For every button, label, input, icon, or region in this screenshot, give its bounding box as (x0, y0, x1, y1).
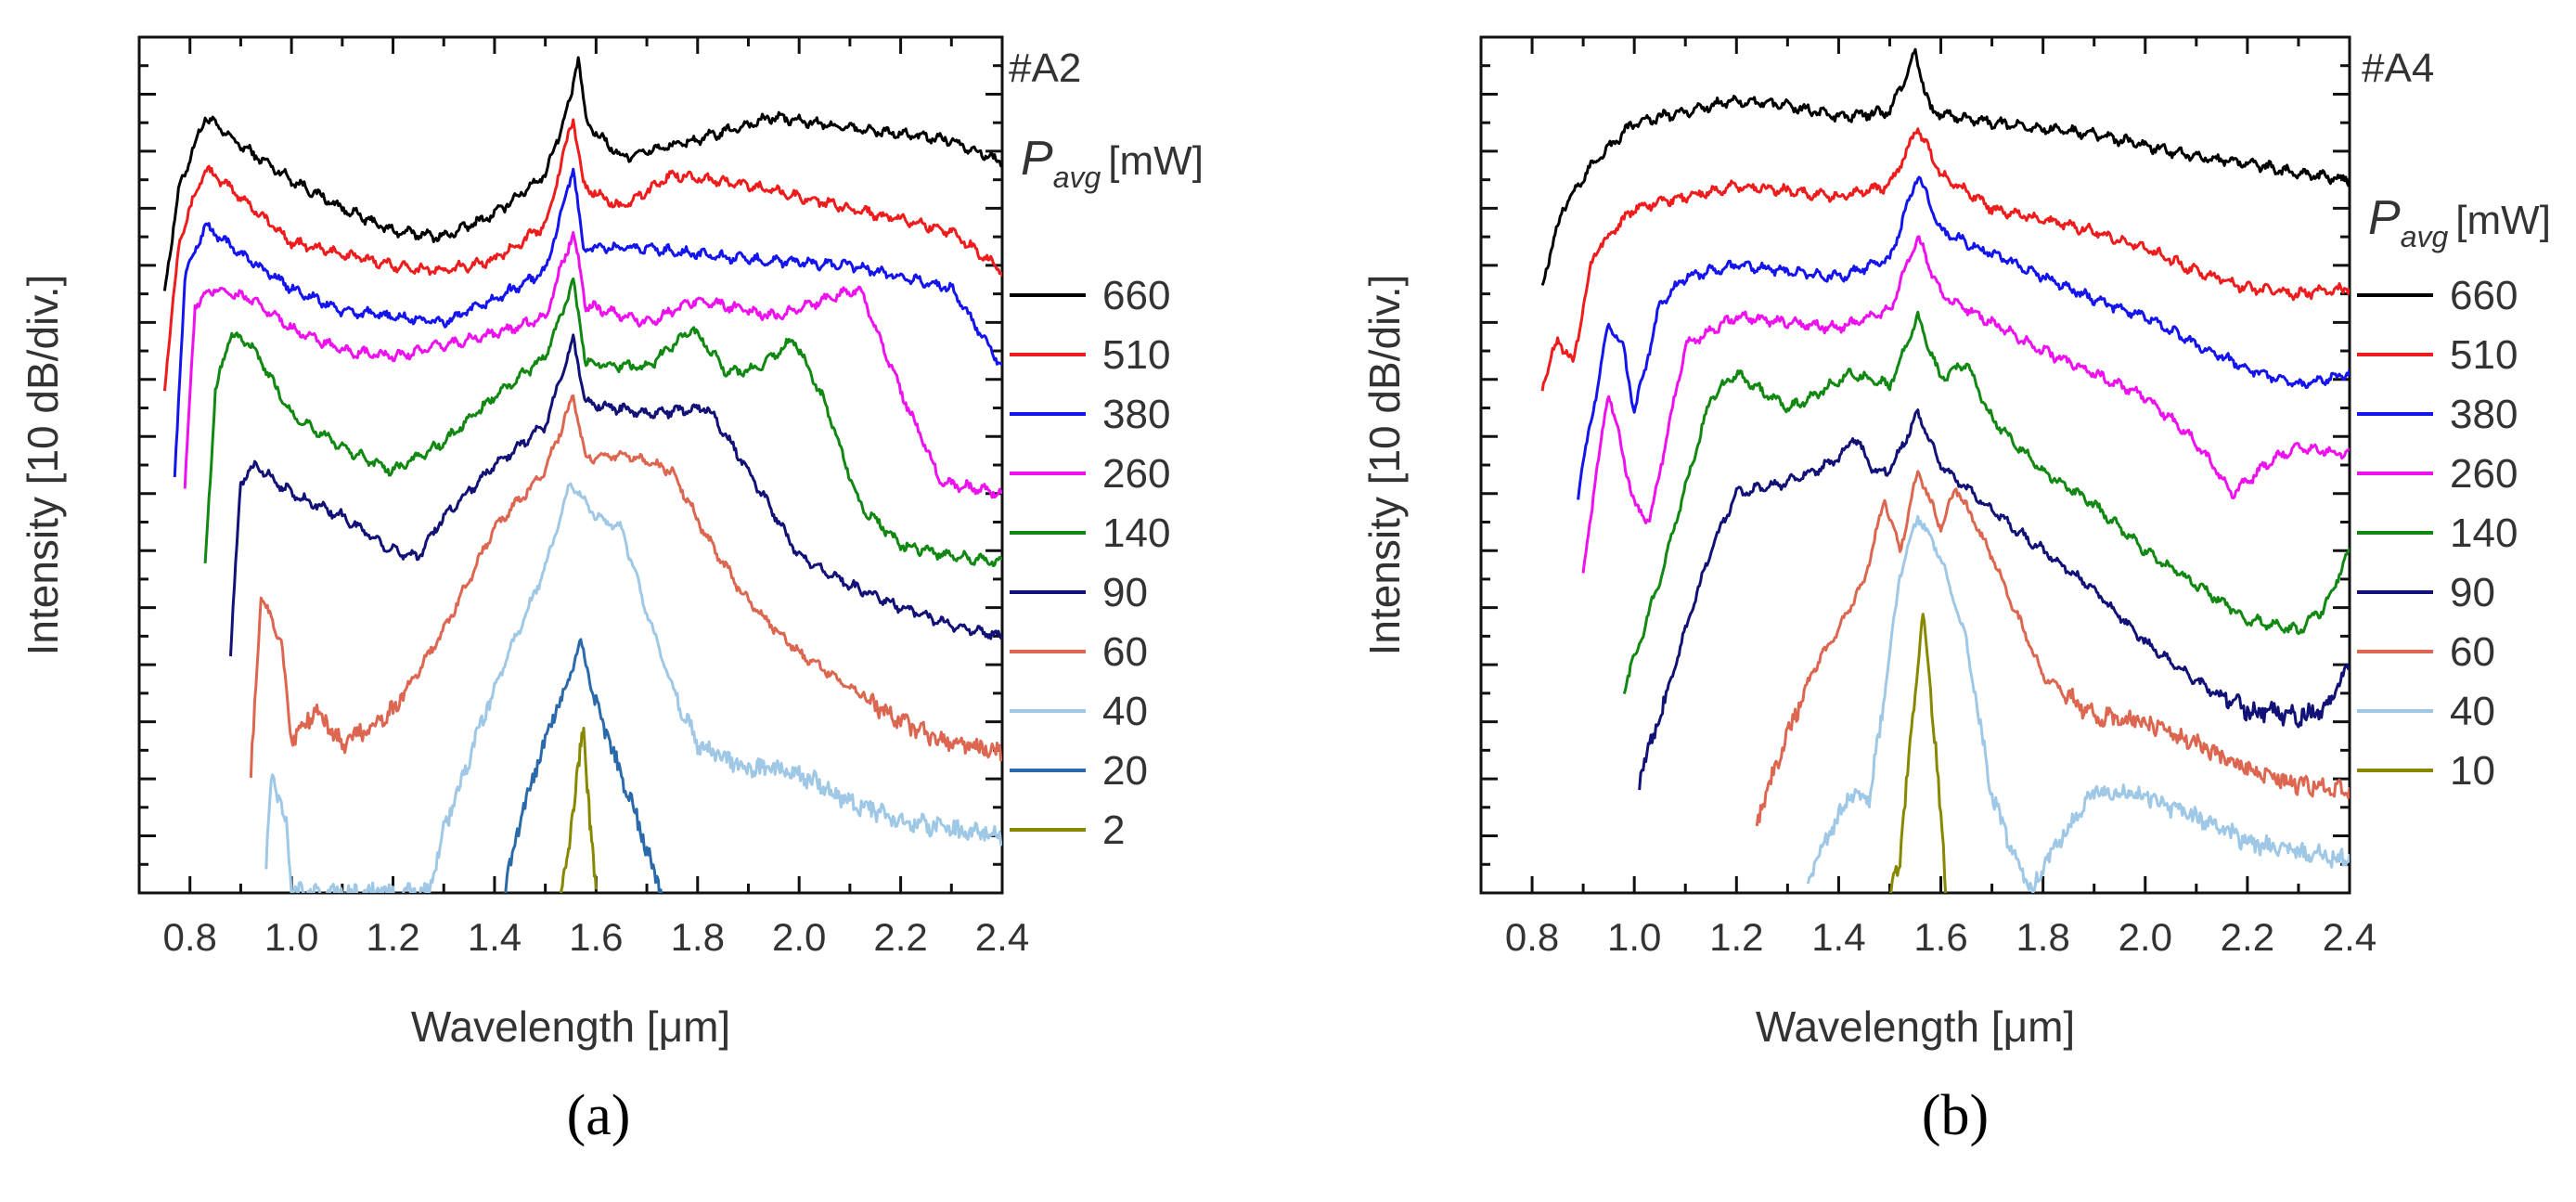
spectrum-line-20mw (504, 638, 663, 893)
spectrum-line-140mw (1622, 310, 2350, 695)
x-tick-label: 1.6 (1913, 915, 1967, 959)
x-tick-label: 2.0 (772, 915, 826, 959)
legend-item-20mw: 20 (1010, 748, 1148, 794)
legend-label: 60 (2450, 629, 2495, 675)
spectrum-line-380mw (1577, 175, 2350, 500)
legend-item-10mw: 10 (2357, 748, 2495, 794)
legend-item-660mw: 660 (2357, 273, 2518, 318)
legend-item-90mw: 90 (1010, 570, 1148, 615)
x-tick-label: 1.4 (1811, 915, 1865, 959)
legend-item-260mw: 260 (1010, 451, 1170, 497)
spectrum-line-40mw (264, 482, 1002, 893)
panel-caption: (b) (1922, 1084, 1989, 1147)
x-tick-label: 2.2 (873, 915, 927, 959)
legend-title-subscript: avg (1053, 161, 1101, 194)
legend-label: 380 (1102, 392, 1170, 437)
legend-label: 20 (1102, 748, 1148, 794)
x-tick-label: 2.4 (2323, 915, 2376, 959)
panel-a: 0.8 1.0 1.2 1.4 1.6 1.8 2.0 2.2 2.4 #A2 Pavg [mW] 66… (19, 35, 1204, 1147)
spectrum-line-380mw (173, 167, 1002, 478)
legend-item-40mw: 40 (1010, 689, 1148, 734)
x-tick-label: 2.0 (2119, 915, 2172, 959)
x-tick-label: 2.4 (975, 915, 1029, 959)
legend-item-510mw: 510 (1010, 332, 1170, 378)
legend-label: 2 (1102, 808, 1125, 853)
legend-label: 140 (1102, 511, 1170, 556)
x-tick-label: 1.8 (2016, 915, 2069, 959)
x-tick-label: 1.2 (1709, 915, 1763, 959)
y-axis-label: Intensity [10 dB/div.] (19, 275, 67, 656)
spectrum-line-10mw (1889, 613, 1948, 893)
x-tick-label: 0.8 (1505, 915, 1559, 959)
spectrum-line-40mw (1806, 514, 2350, 893)
legend-label: 510 (1102, 332, 1170, 378)
legend-title-symbol: P (2368, 191, 2401, 245)
plot-frame (1479, 35, 2351, 895)
legend-item-510mw: 510 (2357, 332, 2518, 378)
plot-frame (137, 35, 1004, 895)
spectrum-line-60mw (249, 394, 1002, 778)
legend-label: 90 (1102, 570, 1148, 615)
legend-label: 40 (1102, 689, 1148, 734)
legend-label: 510 (2450, 332, 2518, 378)
legend-item-90mw: 90 (2357, 570, 2495, 615)
spectrum-line-60mw (1755, 470, 2350, 827)
legend-item-660mw: 660 (1010, 273, 1170, 318)
panel-caption: (a) (567, 1084, 631, 1147)
legend-title-symbol: P (1021, 132, 1053, 186)
spectra-group (1540, 47, 2350, 893)
spectrum-line-260mw (183, 231, 1002, 499)
spectrum-line-510mw (1540, 127, 2350, 392)
x-tick-label: 1.0 (264, 915, 318, 959)
legend-label: 660 (2450, 273, 2518, 318)
legend-item-380mw: 380 (2357, 392, 2518, 437)
x-tick-label: 2.2 (2221, 915, 2274, 959)
spectrum-line-260mw (1581, 235, 2350, 574)
legend-title-unit: [mW] (1108, 138, 1204, 184)
x-tick-label: 1.4 (468, 915, 522, 959)
legend-label: 380 (2450, 392, 2518, 437)
x-tick-label: 1.8 (671, 915, 725, 959)
legend-item-380mw: 380 (1010, 392, 1170, 437)
legend-title-unit: [mW] (2455, 198, 2551, 243)
spectrum-line-90mw (229, 333, 1002, 657)
legend-item-40mw: 40 (2357, 689, 2495, 734)
legend-item-60mw: 60 (1010, 629, 1148, 675)
legend-label: 90 (2450, 570, 2495, 615)
spectrum-line-140mw (203, 277, 1002, 568)
legend-label: 10 (2450, 748, 2495, 794)
legend-label: 140 (2450, 511, 2518, 556)
legend-label: 40 (2450, 689, 2495, 734)
sample-id: #A4 (2362, 45, 2434, 91)
spectrum-line-2mw (560, 727, 598, 893)
x-axis-label: Wavelength [μm] (411, 1002, 730, 1051)
x-tick-label: 1.2 (366, 915, 419, 959)
spectrum-line-90mw (1638, 408, 2350, 791)
x-tick-label: 0.8 (163, 915, 217, 959)
spectrum-line-660mw (1540, 47, 2350, 286)
legend-label: 260 (2450, 451, 2518, 497)
y-axis-label: Intensity [10 dB/div.] (1360, 275, 1409, 656)
legend-title: Pavg [mW] (2368, 191, 2551, 253)
legend-item-140mw: 140 (1010, 511, 1170, 556)
legend-item-60mw: 60 (2357, 629, 2495, 675)
x-tick-label: 1.0 (1607, 915, 1661, 959)
spectrum-line-660mw (162, 56, 1002, 291)
spectra-group (162, 56, 1002, 893)
legend-label: 260 (1102, 451, 1170, 497)
x-tick-label: 1.6 (569, 915, 623, 959)
legend-title-subscript: avg (2401, 220, 2449, 253)
legend-label: 660 (1102, 273, 1170, 318)
x-axis-label: Wavelength [μm] (1756, 1002, 2075, 1051)
legend-label: 60 (1102, 629, 1148, 675)
spectrum-line-510mw (162, 118, 1002, 392)
legend-title: Pavg [mW] (1021, 132, 1204, 194)
sample-id: #A2 (1009, 45, 1081, 91)
legend-item-140mw: 140 (2357, 511, 2518, 556)
panel-b: 0.8 1.0 1.2 1.4 1.6 1.8 2.0 2.2 2.4 #A4 Pavg [mW] 66… (1360, 35, 2551, 1147)
legend-item-2mw: 2 (1010, 808, 1125, 853)
legend-item-260mw: 260 (2357, 451, 2518, 497)
